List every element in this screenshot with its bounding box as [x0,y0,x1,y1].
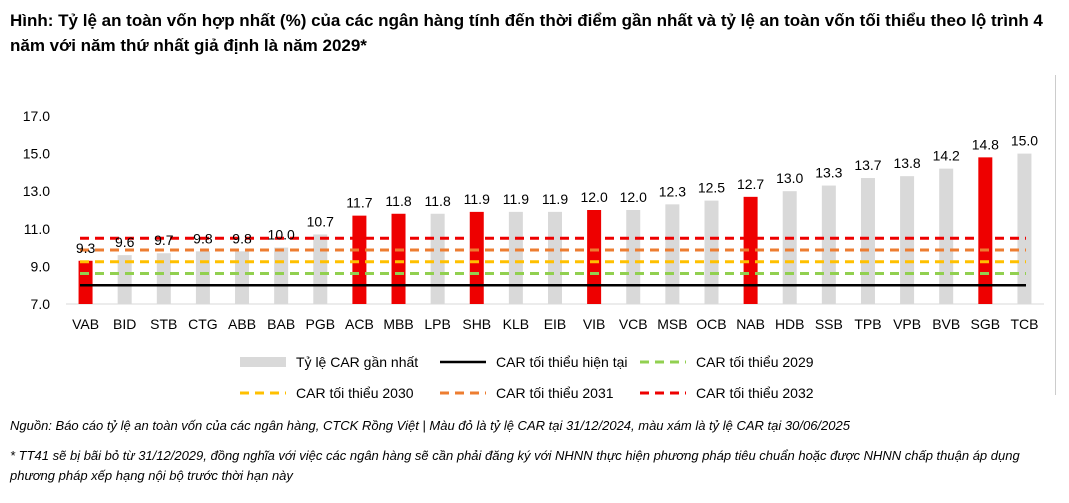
bar-VIB [587,210,602,304]
divider [1055,75,1056,395]
data-label: 9.3 [76,240,96,256]
x-tick-label: BAB [267,316,295,332]
data-label: 9.6 [115,234,135,250]
bar-VAB [78,260,93,304]
y-tick-label: 7.0 [31,296,51,312]
bar-HDB [782,191,797,304]
data-label: 11.8 [385,193,411,209]
data-label: 9.8 [232,230,252,246]
legend-label: CAR tối thiểu hiện tại [496,354,628,370]
x-tick-label: EIB [544,316,567,332]
data-label: 10.7 [307,213,334,229]
legend-label: Tỷ lệ CAR gần nhất [296,354,418,370]
data-label: 12.0 [580,189,607,205]
x-tick-label: STB [150,316,177,332]
bar-SHB [469,211,484,304]
source-note: Nguồn: Báo cáo tỷ lệ an toàn vốn của các… [10,418,850,433]
x-tick-label: SSB [815,316,843,332]
x-tick-label: MSB [657,316,687,332]
data-label: 13.8 [893,155,920,171]
bar-TCB [1017,153,1032,304]
bar-MBB [391,213,406,304]
data-label: 11.8 [425,193,451,209]
x-tick-label: HDB [775,316,805,332]
data-label: 9.7 [154,232,174,248]
x-tick-label: SGB [971,316,1001,332]
x-tick-label: CTG [188,316,218,332]
data-label: 10.0 [268,227,295,243]
x-tick-label: NAB [736,316,765,332]
bar-LPB [430,213,445,304]
y-tick-label: 15.0 [23,146,50,162]
x-tick-label: BID [113,316,136,332]
chart-title: Hình: Tỷ lệ an toàn vốn hợp nhất (%) của… [10,11,1043,55]
data-label: 11.9 [503,191,529,207]
data-label: 11.7 [346,195,372,211]
legend-label: CAR tối thiểu 2030 [296,385,414,401]
legend-label: CAR tối thiểu 2029 [696,354,814,370]
y-tick-label: 13.0 [23,183,50,199]
y-tick-label: 11.0 [24,221,50,237]
x-tick-label: SHB [462,316,491,332]
bar-BAB [274,247,289,304]
data-label: 13.0 [776,170,803,186]
bar-BID [117,255,132,304]
bar-CTG [195,251,210,304]
bar-ABB [235,251,250,304]
data-label: 15.0 [1011,133,1038,149]
bar-VCB [626,210,641,304]
legend-label: CAR tối thiểu 2032 [696,385,814,401]
x-tick-label: LPB [424,316,450,332]
x-tick-label: BVB [932,316,960,332]
bar-PGB [313,234,328,304]
x-tick-label: MBB [383,316,413,332]
x-tick-label: ABB [228,316,256,332]
data-label: 12.3 [659,183,686,199]
x-tick-label: TPB [854,316,881,332]
bar-NAB [743,196,758,304]
x-tick-label: ACB [345,316,374,332]
bar-STB [156,253,171,304]
data-label: 11.9 [464,191,490,207]
data-label: 13.3 [815,165,842,181]
x-tick-label: VPB [893,316,921,332]
data-label: 12.0 [620,189,647,205]
legend-swatch-bar [240,357,286,367]
bar-KLB [508,211,523,304]
x-tick-label: KLB [503,316,529,332]
data-label: 13.7 [854,157,881,173]
x-tick-label: VCB [619,316,648,332]
x-tick-label: PGB [305,316,335,332]
x-tick-label: VAB [72,316,99,332]
bar-EIB [548,211,562,304]
x-tick-label: OCB [696,316,726,332]
y-tick-label: 17.0 [23,108,50,124]
bar-chart: 7.0 9.0 11.0 13.0 15.0 17.0 VAB BID STB CTG ABB BAB… [23,108,1044,401]
data-label: 9.8 [193,230,213,246]
data-label: 12.5 [698,180,725,196]
bar-ACB [352,215,367,304]
x-tick-label: TCB [1010,316,1038,332]
bar-BVB [939,168,954,304]
bar-MSB [665,204,680,304]
data-label: 12.7 [737,176,764,192]
data-label: 11.9 [542,191,568,207]
footnote: * TT41 sẽ bị bãi bỏ từ 31/12/2029, đồng … [10,448,1020,483]
data-label: 14.8 [972,136,999,152]
y-tick-label: 9.0 [31,258,51,274]
bar-OCB [704,200,719,304]
bar-SGB [978,157,993,304]
legend-label: CAR tối thiểu 2031 [496,385,614,401]
data-label: 14.2 [933,148,960,164]
x-tick-label: VIB [583,316,606,332]
